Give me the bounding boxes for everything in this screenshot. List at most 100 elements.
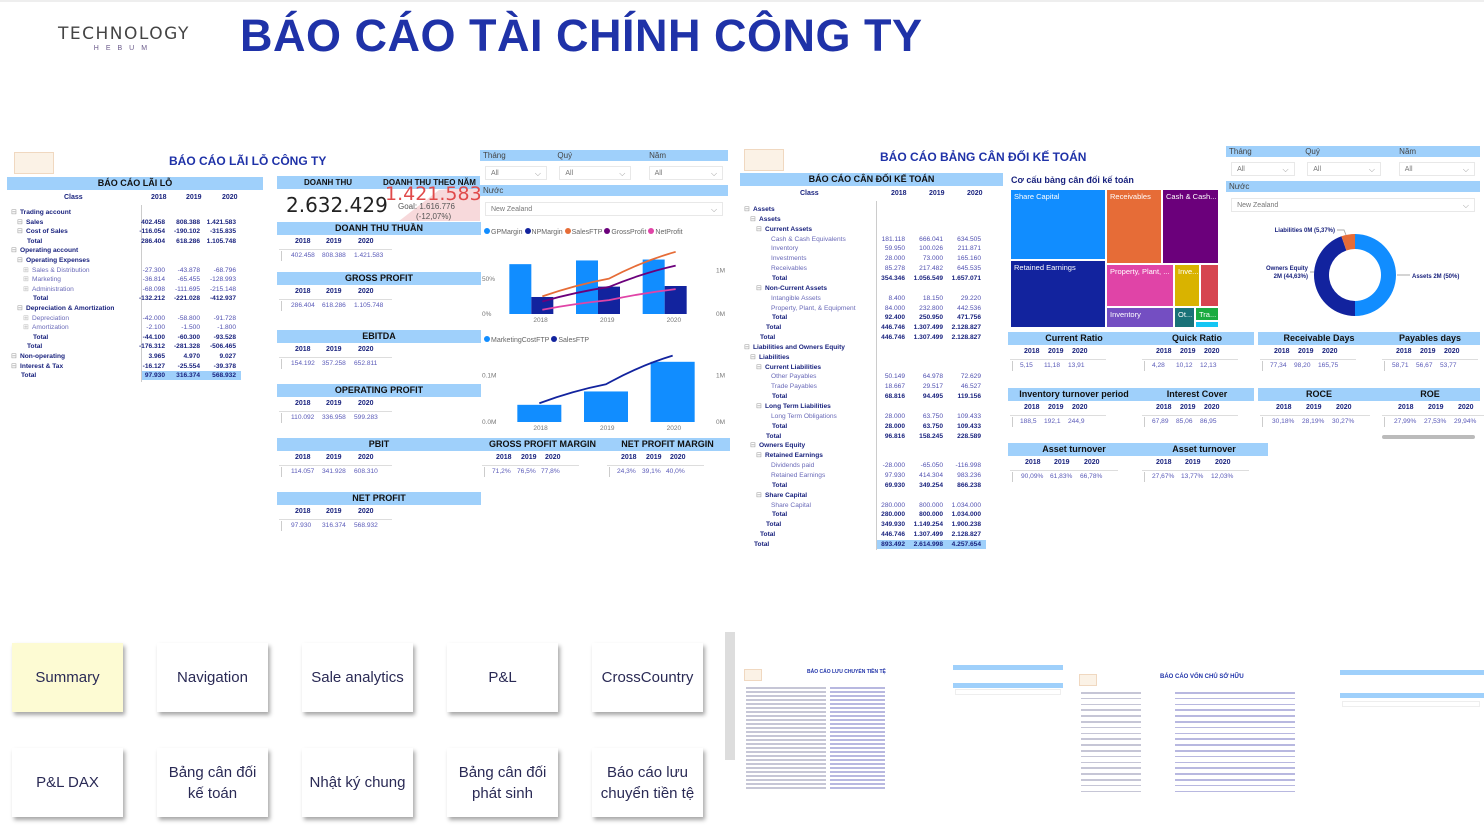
expand-icon[interactable]: ⊞	[23, 314, 29, 322]
legend-item[interactable]: NetProfit	[646, 228, 683, 236]
page-thumbnail[interactable]: BÁO CÁO LƯU CHUYỂN TIỀN TỆ	[740, 665, 960, 795]
expand-collapse-icon[interactable]: ⊟	[17, 257, 23, 264]
table-row[interactable]: ⊟ Liabilities	[740, 353, 990, 363]
treemap-tile[interactable]: Property, Plant, ...	[1106, 264, 1174, 307]
table-row[interactable]: Cash & Cash Equivalents 181.118 666.041 634…	[740, 235, 990, 245]
bar-NPMargin-2020[interactable]	[664, 286, 687, 314]
table-row[interactable]: ⊟ Non-Current Assets	[740, 284, 990, 294]
table-row[interactable]: Total 69.930 349.254 866.238	[740, 481, 990, 491]
nav-button-b-ng-c-n-i-k-to-n[interactable]: Bảng cân đối kế toán	[157, 748, 268, 817]
vertical-scrollbar[interactable]	[725, 632, 735, 760]
legend-item[interactable]: GrossProfit	[602, 228, 646, 236]
table-row[interactable]: Total -132.212 -221.028 -412.937	[7, 294, 263, 304]
legend-item[interactable]: SalesFTP	[563, 228, 602, 236]
table-row[interactable]: Other Payables 50.149 64.978 72.629	[740, 372, 990, 382]
column-header-year[interactable]: 2018	[891, 190, 907, 197]
expand-icon[interactable]: ⊞	[23, 285, 29, 293]
expand-collapse-icon[interactable]: ⊟	[756, 284, 762, 292]
balance-structure-treemap[interactable]: Share Capital Receivables Cash & Cash... Re…	[1010, 189, 1219, 328]
column-header-year[interactable]: 2020	[967, 190, 983, 197]
slicer-dropdown-quarter[interactable]: All ⌵	[559, 166, 632, 180]
column-header-year[interactable]: 2020	[222, 194, 238, 201]
table-row[interactable]: Total 92.400 250.950 471.756	[740, 313, 990, 323]
table-row[interactable]: Dividends paid -28.000 -65.050 -116.998	[740, 461, 990, 471]
bar-GPMargin-2019[interactable]	[576, 260, 598, 314]
table-row[interactable]: ⊟ Non-operating 3.965 4.970 9.027	[7, 352, 263, 362]
bar-MarketingCostFTP-2020[interactable]	[650, 361, 695, 422]
expand-collapse-icon[interactable]: ⊟	[11, 362, 17, 370]
table-row[interactable]: Total 349.930 1.149.254 1.900.238	[740, 520, 990, 530]
nav-button-nh-t-k-chung[interactable]: Nhật ký chung	[302, 748, 413, 817]
expand-icon[interactable]: ⊞	[23, 276, 29, 284]
treemap-tile[interactable]: Share Capital	[1010, 189, 1106, 260]
table-row[interactable]: ⊟ Current Assets	[740, 225, 990, 235]
expand-collapse-icon[interactable]: ⊟	[756, 491, 762, 499]
treemap-tile[interactable]: Receivables	[1106, 189, 1162, 264]
table-row[interactable]: Total 280.000 800.000 1.034.000	[740, 510, 990, 520]
table-row[interactable]: ⊞ Marketing -36.814 -65.455 -128.993	[7, 275, 263, 285]
table-row[interactable]: Long Term Obligations 28.000 63.750 109.433	[740, 412, 990, 422]
column-header-year[interactable]: 2019	[186, 194, 202, 201]
table-row[interactable]: Total 28.000 63.750 109.433	[740, 422, 990, 432]
slicer-dropdown-month[interactable]: All ⌵	[484, 166, 547, 180]
table-row[interactable]: Total 446.746 1.307.499 2.128.827	[740, 323, 990, 333]
table-row[interactable]: ⊟ Cost of Sales -116.054 -190.102 -315.835	[7, 227, 263, 237]
nav-button-p-l-dax[interactable]: P&L DAX	[12, 748, 123, 817]
nav-button-p-l[interactable]: P&L	[447, 643, 558, 712]
expand-collapse-icon[interactable]: ⊟	[756, 363, 762, 371]
table-row[interactable]: ⊟ Trading account	[7, 208, 263, 218]
bar-GPMargin-2020[interactable]	[642, 259, 665, 314]
table-row[interactable]: ⊟ Operating Expenses	[7, 256, 263, 266]
table-row[interactable]: Total 286.404 618.286 1.105.748	[7, 237, 263, 247]
page-thumbnail-icon[interactable]	[744, 149, 784, 171]
legend-item[interactable]: NPMargin	[523, 228, 563, 236]
expand-collapse-icon[interactable]: ⊟	[11, 247, 17, 255]
column-header-year[interactable]: 2019	[929, 190, 945, 197]
bs-table[interactable]: Class 2018 2019 2020 ⊟ Assets ⊟ Assets ⊟ Current …	[740, 189, 990, 551]
expand-collapse-icon[interactable]: ⊟	[756, 452, 762, 460]
expand-icon[interactable]: ⊞	[23, 266, 29, 274]
bar-MarketingCostFTP-2019[interactable]	[584, 391, 628, 422]
nav-button-b-ng-c-n-i-ph-t-sinh[interactable]: Bảng cân đối phát sinh	[447, 748, 558, 817]
slicer-dropdown-quarter[interactable]: All ⌵	[1307, 162, 1381, 176]
table-row[interactable]: Total 97.930 316.374 568.932	[7, 371, 263, 381]
treemap-tile[interactable]: Ot...	[1174, 307, 1195, 328]
table-row[interactable]: ⊟ Share Capital	[740, 491, 990, 501]
legend-item[interactable]: GPMargin	[482, 228, 523, 236]
slicer-dropdown-year[interactable]: All ⌵	[648, 166, 724, 180]
donut-slice-owners-equity[interactable]	[1314, 236, 1355, 316]
legend-item[interactable]: SalesFTP	[549, 336, 589, 344]
bar-NPMargin-2018[interactable]	[531, 296, 554, 314]
table-row[interactable]: Total 96.816 158.245 228.589	[740, 432, 990, 442]
table-row[interactable]: ⊟ Assets	[740, 205, 990, 215]
treemap-tile[interactable]	[1195, 321, 1219, 328]
expand-collapse-icon[interactable]: ⊟	[744, 343, 750, 351]
table-row[interactable]: ⊟ Long Term Liabilities	[740, 402, 990, 412]
treemap-tile[interactable]: Tra...	[1195, 307, 1219, 321]
table-row[interactable]: Total 893.492 2.614.998 4.257.654	[740, 539, 990, 550]
expand-collapse-icon[interactable]: ⊟	[756, 225, 762, 233]
country-dropdown[interactable]: New Zealand ⌵	[484, 202, 724, 216]
nav-button-crosscountry[interactable]: CrossCountry	[592, 643, 703, 712]
bar-GPMargin-2018[interactable]	[509, 264, 532, 314]
treemap-tile[interactable]: Retained Earnings	[1010, 260, 1106, 328]
nav-button-summary[interactable]: Summary	[12, 643, 123, 712]
treemap-tile[interactable]: Inventory	[1106, 307, 1174, 328]
table-row[interactable]: ⊟ Assets	[740, 215, 990, 225]
expand-icon[interactable]: ⊞	[23, 324, 29, 332]
table-row[interactable]: Intangible Assets 8.400 18.150 29.220	[740, 294, 990, 304]
table-row[interactable]: ⊟ Liabilities and Owners Equity	[740, 343, 990, 353]
table-row[interactable]: ⊞ Administration -68.098 -111.695 -215.148	[7, 285, 263, 295]
donut-slice-assets[interactable]	[1355, 234, 1396, 316]
table-row[interactable]: Retained Earnings 97.930 414.304 983.236	[740, 471, 990, 481]
table-row[interactable]: Share Capital 280.000 800.000 1.034.000	[740, 501, 990, 511]
expand-collapse-icon[interactable]: ⊟	[750, 353, 756, 361]
slicer-dropdown-year[interactable]: All ⌵	[1398, 162, 1475, 176]
page-thumbnail-icon[interactable]	[14, 152, 54, 174]
margin-profit-chart[interactable]: 0% 50% 0M 1M 2018 2019 2020	[480, 240, 730, 325]
table-row[interactable]: ⊟ Retained Earnings	[740, 451, 990, 461]
table-row[interactable]: Trade Payables 18.667 29.517 46.527	[740, 382, 990, 392]
table-row[interactable]: Total 446.746 1.307.499 2.128.827	[740, 333, 990, 343]
table-row[interactable]: Receivables 85.278 217.482 645.535	[740, 264, 990, 274]
table-row[interactable]: Property, Plant, & Equipment 84.000 232.80…	[740, 304, 990, 314]
